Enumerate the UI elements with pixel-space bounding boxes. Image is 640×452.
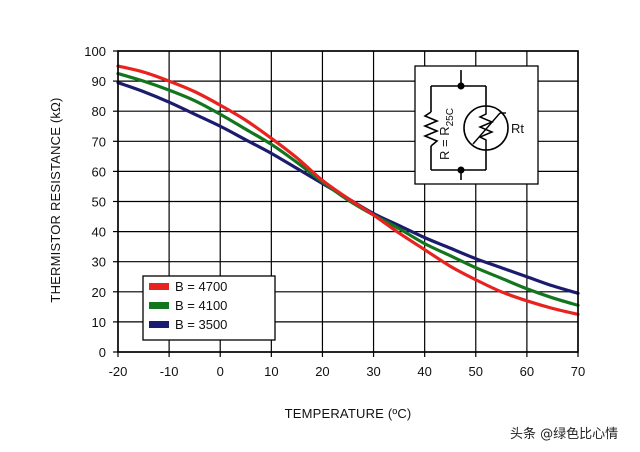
inset-r-label: R = R25C [437,108,456,160]
x-tick-label: 70 [571,364,585,379]
x-axis-title: TEMPERATURE (ºC) [285,406,412,421]
inset-circuit-diagram: Rt R = R25C [414,65,539,185]
legend-label-b3500: B = 3500 [175,317,227,332]
plot-frame [117,50,579,353]
x-tick-label: -20 [109,364,128,379]
y-tick-label: 50 [92,195,106,210]
legend-swatch-b3500 [149,321,169,328]
x-tick-label: 20 [315,364,329,379]
y-tick-label: 80 [92,104,106,119]
y-axis-title: THERMISTOR RESISTANCE (kΩ) [48,97,63,302]
series-group [116,64,580,316]
tick-labels: -20 -10 0 10 20 30 40 50 60 70 0 10 20 30 40 50 60 70 80 90… [84,44,585,379]
legend-swatch-b4100 [149,302,169,309]
x-tick-label: 30 [366,364,380,379]
watermark: 头条 @绿色比心情 [510,426,618,442]
thermistor-diagonal-icon [472,112,501,145]
legend-label-b4700: B = 4700 [175,279,227,294]
legend: B = 4700 B = 4100 B = 3500 [142,275,276,341]
inset-node-bottom [457,166,465,174]
inset-node-top [457,82,465,90]
legend-item-b4100: B = 4100 [149,298,227,313]
x-tick-label: -10 [160,364,179,379]
x-tick-label: 40 [417,364,431,379]
series-line-b4700 [116,64,580,316]
x-tick-label: 50 [469,364,483,379]
y-tick-label: 100 [84,44,106,59]
y-tick-label: 10 [92,315,106,330]
y-tick-label: 40 [92,225,106,240]
y-tick-label: 60 [92,164,106,179]
legend-item-b4700: B = 4700 [149,279,227,294]
inset-r-label-group: R = R25C [437,108,456,160]
x-tick-label: 60 [520,364,534,379]
x-tick-label: 0 [217,364,224,379]
y-tick-label: 90 [92,74,106,89]
y-tick-label: 20 [92,285,106,300]
legend-item-b3500: B = 3500 [149,317,227,332]
resistor-icon [422,111,440,147]
y-tick-label: 70 [92,134,106,149]
legend-swatch-b4700 [149,283,169,290]
y-tick-label: 0 [99,345,106,360]
inset-rt-label: Rt [511,121,524,136]
x-tick-label: 10 [264,364,278,379]
thermistor-resistor-icon [478,106,494,150]
y-tick-label: 30 [92,255,106,270]
legend-label-b4100: B = 4100 [175,298,227,313]
